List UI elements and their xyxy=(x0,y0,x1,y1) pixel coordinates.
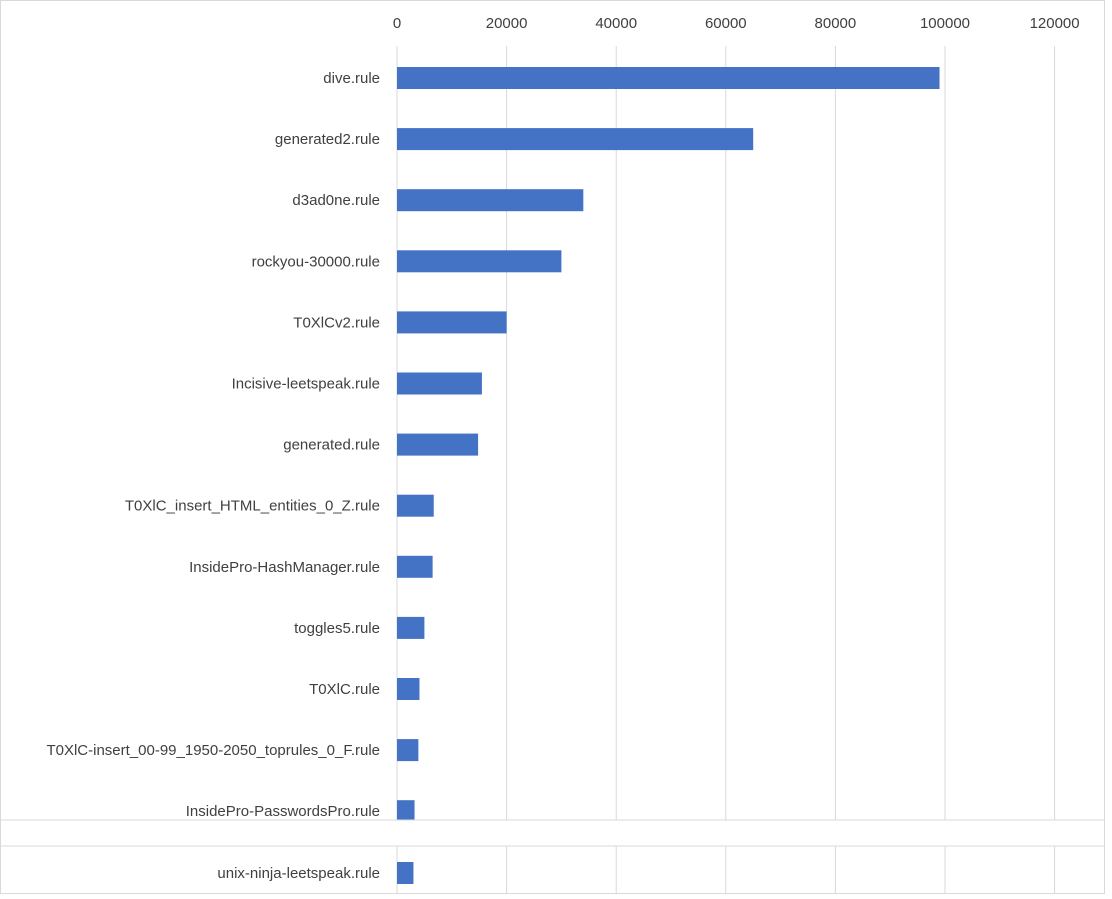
bars xyxy=(397,67,940,884)
x-tick-label: 120000 xyxy=(1030,15,1080,32)
x-tick-label: 60000 xyxy=(705,15,747,32)
x-tick-label: 20000 xyxy=(486,15,528,32)
category-label: T0XlC_insert_HTML_entities_0_Z.rule xyxy=(125,498,380,515)
bar xyxy=(397,862,414,884)
category-label: generated2.rule xyxy=(275,131,380,148)
category-label: generated.rule xyxy=(283,437,380,454)
category-label: T0XlC.rule xyxy=(309,681,380,698)
category-label: dive.rule xyxy=(323,70,380,87)
category-label: toggles5.rule xyxy=(294,620,380,637)
category-label: T0XlC-insert_00-99_1950-2050_toprules_0_… xyxy=(46,742,380,759)
category-labels: dive.rule generated2.rule d3ad0ne.rule rock… xyxy=(46,70,380,882)
bar xyxy=(397,128,754,151)
bar xyxy=(397,67,940,89)
x-tick-label: 40000 xyxy=(595,15,637,32)
x-tick-label: 100000 xyxy=(920,15,970,32)
bar xyxy=(397,250,562,273)
x-axis-tick-labels: 0 20000 40000 60000 80000 100000 120000 xyxy=(393,15,1080,32)
bar xyxy=(397,189,584,212)
category-label: T0XlCv2.rule xyxy=(293,314,380,331)
bar xyxy=(397,616,425,639)
gridlines xyxy=(506,46,1056,894)
bar xyxy=(397,311,507,334)
category-label: InsidePro-PasswordsPro.rule xyxy=(186,803,380,820)
x-tick-label: 80000 xyxy=(815,15,857,32)
category-label: InsidePro-HashManager.rule xyxy=(189,559,380,576)
bar xyxy=(397,678,420,700)
bar xyxy=(397,433,479,456)
category-label: Incisive-leetspeak.rule xyxy=(232,376,380,393)
category-label: unix-ninja-leetspeak.rule xyxy=(217,865,380,882)
x-tick-label: 0 xyxy=(393,15,401,32)
bar xyxy=(397,739,419,762)
bar xyxy=(397,494,434,517)
scroll-gap-band xyxy=(1,820,1104,846)
category-label: d3ad0ne.rule xyxy=(292,192,380,209)
bar xyxy=(397,555,433,578)
category-label: rockyou-30000.rule xyxy=(252,253,380,270)
bar xyxy=(397,372,482,395)
bar xyxy=(397,800,415,823)
